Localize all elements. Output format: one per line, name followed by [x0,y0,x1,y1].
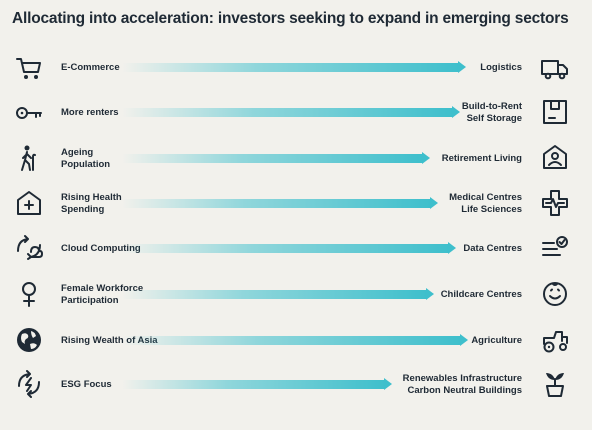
trend-arrow [122,106,460,119]
trend-arrow [122,197,438,210]
driver-label: Cloud Computing [61,243,141,254]
shopping-cart-icon [14,53,44,83]
page-title: Allocating into acceleration: investors … [12,10,569,27]
elderly-person-icon [14,143,44,173]
sector-label: Retirement Living [441,153,522,164]
driver-label: Female Workforce Participation [61,283,144,306]
driver-label: ESG Focus [61,379,112,390]
sector-label: Renewables Infrastructure Carbon Neutral… [402,373,522,396]
cloud-sync-icon [14,233,44,263]
sector-row: Rising Health Spending Medical Centres L… [0,183,592,223]
sector-label: Build-to-Rent Self Storage [461,101,522,124]
trend-arrow [122,242,456,255]
sector-row: Cloud Computing Data Centres [0,228,592,268]
driver-label: More renters [61,107,119,118]
health-house-icon [14,188,44,218]
sector-row: E-Commerce Logistics [0,48,592,88]
sector-label: Medical Centres Life Sciences [449,192,522,215]
sector-row: Female Workforce Participation Childcare… [0,274,592,314]
sector-row: ESG Focus Renewables Infrastructure Carb… [0,364,592,404]
sector-label: Agriculture [471,335,522,346]
sector-row: Ageing Population Retirement Living [0,138,592,178]
trend-arrow [122,288,434,301]
smiley-face-icon [540,279,570,309]
trend-arrow [122,378,392,391]
storage-box-icon [540,97,570,127]
sector-row: More renters Build-to-Rent Self Storage [0,92,592,132]
trend-arrow [122,61,466,74]
key-icon [14,98,44,128]
sector-label: Data Centres [463,243,522,254]
medical-cross-icon [540,188,570,218]
tractor-icon [540,325,570,355]
energy-leaf-icon [14,369,44,399]
trend-arrow [122,152,430,165]
sector-label: Childcare Centres [440,289,522,300]
home-person-icon [540,142,570,172]
driver-label: Ageing Population [61,147,111,170]
plant-pot-icon [540,369,570,399]
driver-label: Rising Health Spending [61,192,122,215]
sector-label: Logistics [480,62,522,73]
driver-label: E-Commerce [61,62,120,73]
checklist-icon [540,233,570,263]
delivery-truck-icon [540,53,570,83]
sector-row: Rising Wealth of Asia Agriculture [0,320,592,360]
trend-arrow [122,334,468,347]
globe-asia-icon [14,325,44,355]
female-symbol-icon [14,279,44,309]
